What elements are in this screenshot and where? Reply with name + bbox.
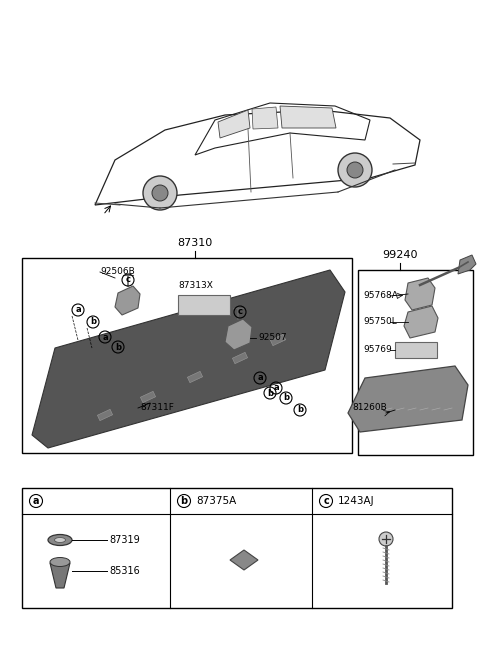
Text: b: b — [267, 388, 273, 398]
Bar — [178, 295, 230, 315]
FancyBboxPatch shape — [232, 352, 248, 363]
Text: c: c — [323, 496, 329, 506]
Ellipse shape — [55, 537, 65, 543]
FancyBboxPatch shape — [187, 371, 203, 382]
Text: a: a — [102, 333, 108, 342]
Text: 87375A: 87375A — [196, 496, 236, 506]
Text: 99240: 99240 — [382, 250, 418, 260]
Text: 1243AJ: 1243AJ — [338, 496, 374, 506]
Polygon shape — [225, 319, 252, 350]
Text: 87311F: 87311F — [140, 403, 174, 413]
FancyBboxPatch shape — [270, 335, 286, 346]
Polygon shape — [50, 563, 70, 588]
FancyBboxPatch shape — [140, 392, 156, 403]
Text: b: b — [115, 342, 121, 352]
Text: 87310: 87310 — [178, 238, 213, 248]
Ellipse shape — [48, 535, 72, 546]
Polygon shape — [458, 255, 476, 274]
Text: 95750L: 95750L — [363, 318, 397, 327]
Bar — [22, 488, 452, 608]
Text: 81260B: 81260B — [352, 403, 387, 413]
Polygon shape — [230, 550, 258, 570]
Polygon shape — [404, 306, 438, 338]
Text: b: b — [283, 394, 289, 403]
Text: 87319: 87319 — [109, 535, 140, 545]
Bar — [22, 258, 352, 453]
Text: b: b — [297, 405, 303, 415]
Text: 92506B: 92506B — [100, 268, 135, 276]
Text: b: b — [180, 496, 188, 506]
Text: 92507: 92507 — [258, 333, 287, 342]
Text: 95768A: 95768A — [363, 291, 398, 300]
Polygon shape — [280, 106, 336, 128]
Polygon shape — [32, 270, 345, 448]
Circle shape — [152, 185, 168, 201]
Text: 85316: 85316 — [109, 566, 140, 576]
FancyBboxPatch shape — [395, 342, 437, 358]
Ellipse shape — [50, 558, 70, 567]
FancyBboxPatch shape — [97, 409, 113, 420]
Text: a: a — [273, 384, 279, 392]
Text: b: b — [90, 318, 96, 327]
Text: a: a — [75, 306, 81, 314]
Polygon shape — [405, 278, 435, 310]
Text: a: a — [33, 496, 39, 506]
Polygon shape — [218, 110, 250, 138]
Circle shape — [143, 176, 177, 210]
Polygon shape — [348, 366, 468, 432]
Text: 95769: 95769 — [363, 346, 392, 354]
Polygon shape — [252, 107, 278, 129]
Circle shape — [379, 532, 393, 546]
Text: c: c — [125, 276, 131, 285]
Polygon shape — [115, 286, 140, 315]
Circle shape — [347, 162, 363, 178]
Bar — [358, 270, 473, 455]
Text: c: c — [238, 308, 242, 316]
Text: a: a — [257, 373, 263, 382]
Circle shape — [338, 153, 372, 187]
Text: 87313X: 87313X — [178, 281, 213, 290]
